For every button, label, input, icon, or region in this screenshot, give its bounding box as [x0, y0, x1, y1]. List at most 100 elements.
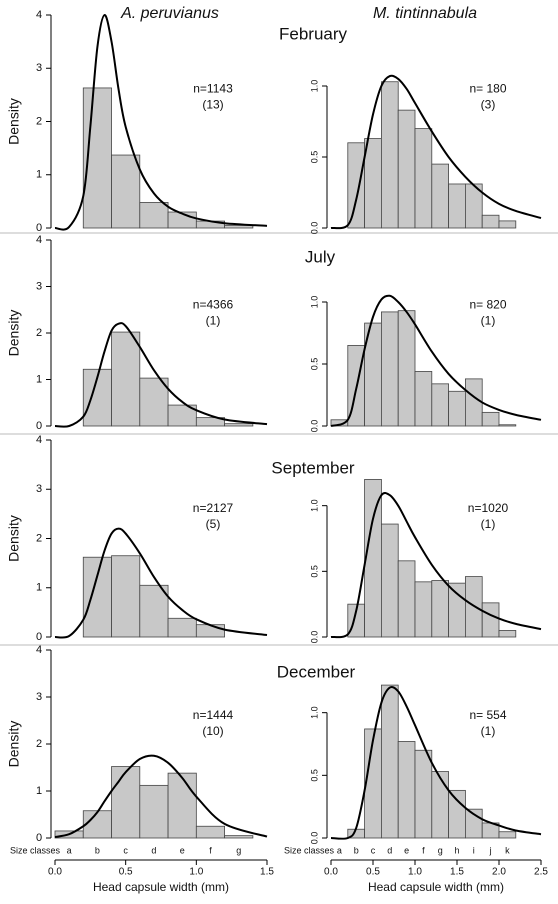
y-tick-label: 3: [36, 62, 42, 74]
bar: [167, 404, 197, 427]
x-axis-label: Head capsule width (mm): [368, 880, 504, 894]
bar: [224, 835, 254, 839]
size-class: d: [151, 845, 156, 855]
bar: [498, 424, 517, 427]
bar: [224, 224, 254, 229]
x-tick-label: 0.5: [366, 867, 380, 878]
x-tick-label: 1.5: [260, 867, 274, 878]
bar: [195, 825, 225, 839]
y-tick-label: 0.0: [309, 832, 319, 845]
size-class: g: [438, 845, 443, 855]
y-tick-label: 0.0: [309, 631, 319, 644]
bar: [82, 556, 112, 638]
size-class: e: [180, 845, 185, 855]
density-curve: [330, 74, 542, 230]
sample-size: n=2127: [193, 501, 234, 515]
density-curve: [54, 754, 268, 839]
density-curve: [54, 13, 268, 231]
y-tick-label: 1: [36, 373, 42, 385]
y-tick-label: 0.0: [309, 420, 319, 433]
bar: [431, 163, 449, 229]
sample-size: (1): [481, 313, 496, 327]
bar: [195, 417, 225, 427]
sample-size: n= 820: [469, 297, 506, 311]
bar: [431, 771, 449, 839]
y-axis-label: Density: [6, 310, 22, 357]
y-tick-label: 2: [36, 115, 42, 127]
sample-size: n=1143: [193, 82, 233, 96]
bar: [448, 183, 466, 229]
y-tick-label: 3: [36, 280, 42, 292]
bar: [481, 602, 500, 638]
y-tick-label: 0: [36, 222, 42, 234]
bar: [448, 390, 466, 427]
y-tick-label: 0.0: [309, 222, 319, 235]
y-tick-label: 1: [36, 582, 42, 594]
bar: [139, 584, 169, 638]
y-tick-label: 1.0: [309, 296, 319, 309]
bar: [448, 582, 466, 638]
bar: [139, 377, 169, 427]
size-class: d: [387, 845, 392, 855]
y-tick-label: 3: [36, 483, 42, 495]
y-tick-label: 2: [36, 738, 42, 750]
x-tick-label: 1.0: [189, 867, 203, 878]
size-class: k: [505, 845, 510, 855]
bar: [397, 310, 416, 427]
bar: [167, 617, 197, 638]
sample-size: n= 180: [469, 82, 506, 96]
x-tick-label: 0.5: [119, 867, 133, 878]
size-class: e: [404, 845, 409, 855]
bar: [431, 383, 449, 427]
size-class: f: [209, 845, 212, 855]
month-label: July: [305, 247, 336, 266]
bar: [111, 154, 141, 229]
sample-size: (1): [481, 724, 496, 738]
y-tick-label: 0: [36, 832, 42, 844]
sample-size: (13): [202, 98, 223, 112]
bar: [414, 581, 433, 638]
bar: [364, 478, 382, 638]
size-class: b: [354, 845, 359, 855]
bar: [414, 749, 433, 839]
y-tick-label: 2: [36, 327, 42, 339]
bar: [397, 560, 416, 638]
y-tick-label: 1: [36, 785, 42, 797]
bar: [431, 580, 449, 638]
size-class: h: [454, 845, 459, 855]
bar: [139, 784, 169, 839]
y-tick-label: 0: [36, 420, 42, 432]
sample-size: n=1444: [193, 708, 234, 722]
size-class: a: [337, 845, 342, 855]
x-axis-label: Head capsule width (mm): [93, 880, 229, 894]
size-classes-label: Size classes: [10, 845, 61, 855]
y-tick-label: 0.5: [309, 358, 319, 371]
bar: [397, 109, 416, 229]
bar: [380, 523, 399, 638]
density-curve: [54, 527, 268, 639]
month-label: September: [271, 458, 354, 477]
density-curve: [54, 322, 268, 428]
x-tick-label: 1.5: [450, 867, 464, 878]
bar: [364, 138, 382, 229]
sample-size: (1): [206, 313, 221, 327]
sample-size: n=1020: [468, 501, 509, 515]
y-axis-label: Density: [6, 98, 22, 145]
y-tick-label: 1.0: [309, 80, 319, 93]
y-tick-label: 1.0: [309, 706, 319, 719]
bar: [347, 142, 365, 229]
bar: [111, 766, 141, 839]
sample-size: (1): [481, 517, 496, 531]
column-title: A. peruvianus: [120, 5, 219, 22]
bar: [195, 624, 225, 638]
size-class: f: [422, 845, 425, 855]
bar: [498, 220, 517, 229]
y-tick-label: 1: [36, 169, 42, 181]
y-axis-label: Density: [6, 721, 22, 768]
bar: [380, 311, 399, 427]
bar: [380, 684, 399, 839]
sample-size: n=4366: [193, 297, 234, 311]
sample-size: (10): [202, 724, 223, 738]
bar: [448, 789, 466, 839]
